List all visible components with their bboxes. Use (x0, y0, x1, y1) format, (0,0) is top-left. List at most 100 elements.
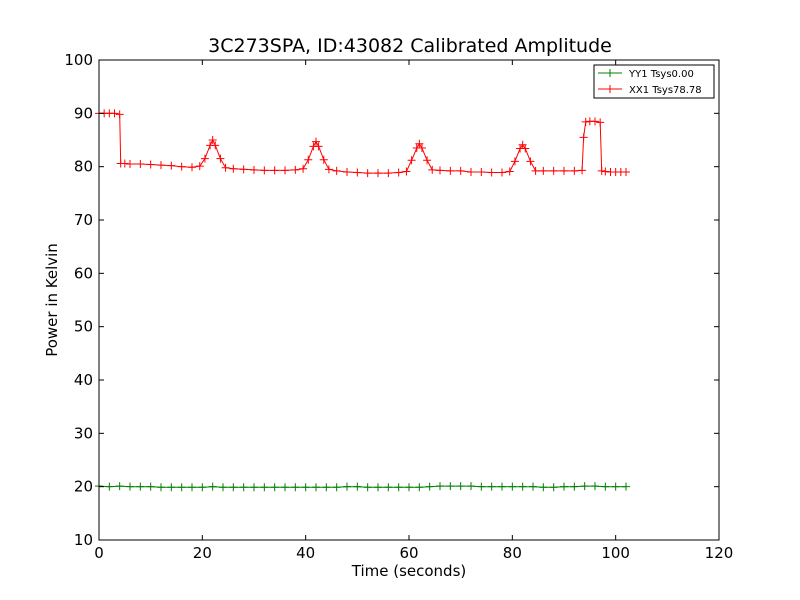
series-1-point (446, 166, 455, 175)
legend-marker-xx1 (606, 85, 614, 93)
series-1-point (208, 136, 217, 144)
plot-area (95, 109, 630, 492)
series-0-point (498, 482, 506, 491)
y-tick-label: 100 (64, 51, 93, 69)
y-axis-label: Power in Kelvin (43, 243, 61, 357)
series-0-point (570, 482, 579, 491)
legend-box (593, 64, 715, 99)
series-1-point (579, 133, 588, 142)
series-1-point (415, 139, 424, 148)
series-0-point (312, 483, 320, 492)
series-1-point (456, 166, 465, 175)
series-0-point (353, 482, 362, 491)
series-1-point (157, 161, 165, 170)
x-tick-label: 60 (399, 544, 418, 562)
series-0-point (415, 483, 424, 492)
series-0-point (601, 482, 610, 491)
series-1-point (304, 155, 313, 164)
series-1-point (498, 168, 506, 177)
series-0-point (146, 482, 155, 491)
series-0-point (487, 482, 496, 491)
series-1-point (531, 166, 540, 175)
y-tick-label: 80 (74, 158, 93, 176)
series-0-point (580, 482, 589, 491)
series-0-point (136, 482, 145, 491)
series-1-point (221, 163, 230, 172)
series-1-point (374, 169, 382, 178)
series-0-point (529, 482, 537, 491)
series-0-point (260, 483, 269, 492)
series-1-point (477, 168, 486, 176)
series-0-point (539, 483, 548, 492)
x-tick-label: 120 (705, 544, 734, 562)
legend-label-yy1: YY1 Tsys0.00 (628, 69, 694, 80)
y-tick-label: 50 (74, 318, 93, 336)
y-tick-label: 10 (74, 531, 93, 549)
legend-label-xx1: XX1 Tsys78.78 (629, 85, 702, 96)
series-1-point (270, 166, 279, 175)
series-1-point (581, 117, 590, 126)
series-0-point (508, 482, 517, 491)
y-tick-label: 70 (74, 211, 93, 229)
series-1-point (314, 142, 323, 151)
series-1-point (291, 165, 300, 174)
series-0-point (208, 482, 217, 491)
series-0-point (425, 482, 434, 491)
series-1-point (436, 166, 444, 175)
series-1-point (319, 155, 328, 164)
series-1-point (188, 163, 196, 172)
series-0-point (363, 483, 372, 492)
series-0-point (374, 483, 382, 492)
series-1-point (591, 117, 599, 126)
series-0-point (322, 483, 331, 492)
series-1-point (177, 162, 186, 171)
series-0-point (456, 482, 465, 491)
series-1-point (281, 166, 289, 175)
series-1-point (549, 166, 558, 175)
legend-marker-yy1 (606, 69, 614, 77)
x-tick-label: 20 (193, 544, 212, 562)
y-tick-label: 20 (74, 478, 93, 496)
series-0-point (157, 483, 165, 492)
series-0-point (167, 483, 176, 492)
series-0-point (405, 483, 413, 492)
series-1-point (601, 167, 610, 176)
series-0-point (518, 482, 527, 491)
series-0-point (239, 483, 248, 492)
series-1-point (312, 137, 320, 146)
series-0-point (436, 482, 444, 491)
x-tick-label: 80 (503, 544, 522, 562)
series-1-point (560, 166, 568, 175)
series-1-point (467, 168, 475, 176)
series-1-point (239, 165, 248, 174)
series-0-point (301, 483, 310, 492)
series-0-point (270, 483, 279, 492)
series-0-point (591, 482, 599, 491)
series-1-point (260, 166, 269, 175)
series-0-point (384, 483, 393, 492)
series-1-point (428, 165, 437, 174)
series-1-point (526, 157, 535, 166)
series-1-point (402, 167, 411, 176)
x-axis-label: Time (seconds) (351, 562, 467, 580)
y-tick-label: 90 (74, 104, 93, 122)
series-0-point (291, 483, 300, 492)
series-1-point (195, 162, 204, 171)
series-1-point (384, 169, 393, 178)
series-1-point (505, 167, 514, 176)
x-tick-label: 0 (94, 544, 104, 562)
series-1-point (353, 168, 362, 177)
series-1-point (407, 156, 416, 165)
series-0-point (477, 482, 486, 491)
series-1-point (423, 156, 432, 165)
series-1-point (229, 164, 238, 173)
series-0-point (332, 483, 341, 492)
series-0-point (188, 483, 196, 492)
series-1-point (120, 159, 129, 168)
axis-ticks: 0 20 40 60 80 100 120 10 20 30 40 50 60 70 80 90 100 (64, 51, 733, 562)
series-0-point (126, 482, 134, 491)
series-0-point (281, 483, 289, 492)
series-0-point (560, 482, 568, 491)
series-1-point (110, 109, 119, 118)
series-0-point (446, 482, 455, 491)
